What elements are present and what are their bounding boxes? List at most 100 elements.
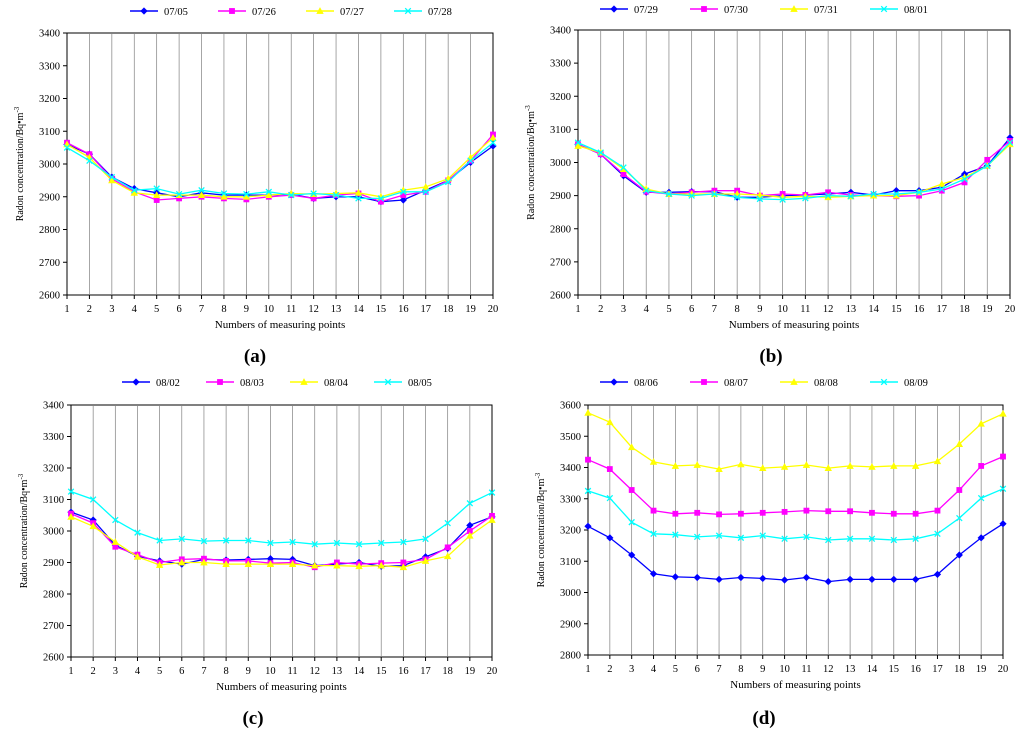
legend-a: 07/05 07/26 07/27 07/28	[130, 7, 452, 18]
legend-marker	[790, 5, 798, 12]
data-point	[825, 508, 832, 515]
x-tick-label: 3	[113, 666, 118, 677]
legend-item: 08/05	[374, 378, 432, 389]
x-tick-label: 13	[845, 664, 856, 675]
data-point	[111, 538, 120, 545]
x-tick-label: 14	[353, 304, 364, 315]
data-point	[999, 485, 1007, 493]
x-tick-label: 11	[801, 664, 811, 675]
data-point	[584, 408, 592, 416]
x-tick-label: 16	[914, 304, 925, 315]
y-tick-label: 2800	[39, 225, 60, 236]
y-tick-label: 3600	[560, 401, 581, 412]
x-tick-label: 2	[87, 304, 92, 315]
x-tick-label: 20	[998, 664, 1009, 675]
series-line-07/30	[577, 140, 1011, 197]
legend-marker	[610, 378, 618, 386]
plot-area-c	[70, 404, 493, 658]
x-tick-label: 19	[976, 664, 987, 675]
data-point	[759, 574, 767, 583]
legend-item: 08/03	[206, 378, 264, 389]
x-tick-label: 2	[598, 304, 603, 315]
legend-label: 08/07	[724, 378, 748, 389]
x-tick-label: 18	[954, 664, 965, 675]
x-tick-label: 5	[154, 304, 159, 315]
data-point	[265, 191, 273, 199]
data-point	[400, 538, 407, 546]
series-line-08/03	[70, 513, 493, 568]
x-axis-title: Numbers of measuring points	[216, 681, 346, 693]
legend-item: 07/30	[690, 5, 748, 16]
x-tick-label: 18	[959, 304, 970, 315]
series-line-07/28	[66, 142, 494, 200]
data-point	[868, 463, 876, 470]
data-point	[377, 195, 385, 202]
x-axis-title: Numbers of measuring points	[729, 319, 859, 331]
y-axis-title: Radon concentration/Bq•m-3	[524, 105, 537, 220]
y-tick-label: 3200	[39, 94, 60, 105]
legend-c: 08/02 08/03 08/04 08/05	[122, 378, 432, 389]
x-tick-label: 13	[846, 304, 857, 315]
x-tick-label: 2	[91, 666, 96, 677]
x-tick-label: 20	[1005, 304, 1016, 315]
x-tick-label: 19	[982, 304, 993, 315]
data-point	[756, 191, 764, 198]
data-point	[288, 560, 297, 567]
series-line-07/27	[66, 137, 494, 198]
x-tick-label: 5	[666, 304, 671, 315]
data-point	[847, 193, 855, 200]
x-tick-label: 14	[867, 664, 878, 675]
data-point	[155, 561, 164, 568]
y-tick-label: 2600	[550, 291, 571, 302]
x-tick-label: 7	[199, 304, 204, 315]
x-tick-label: 4	[135, 666, 141, 677]
data-point	[620, 171, 627, 177]
data-point	[938, 185, 946, 193]
data-point	[175, 190, 183, 198]
data-point	[89, 522, 97, 530]
x-tick-label: 17	[420, 304, 431, 315]
series-line-08/02	[70, 511, 493, 567]
x-tick-label: 13	[331, 304, 342, 315]
y-tick-label: 2700	[43, 621, 64, 632]
data-point	[355, 540, 363, 548]
y-tick-label: 3100	[550, 125, 571, 136]
data-point	[627, 443, 636, 451]
data-point	[220, 190, 228, 197]
x-tick-label: 4	[644, 304, 650, 315]
legend-marker	[701, 6, 707, 12]
y-axis-title: Radon concentration/Bq•m-3	[17, 473, 30, 588]
series-08/08	[584, 408, 1007, 472]
y-tick-label: 3400	[550, 26, 571, 37]
data-point	[934, 507, 941, 514]
data-point	[131, 186, 138, 194]
legend-label: 08/02	[156, 378, 180, 389]
data-point	[977, 534, 985, 542]
data-point	[824, 192, 832, 199]
data-point	[933, 570, 942, 578]
data-point	[955, 440, 964, 447]
y-tick-label: 3200	[550, 92, 571, 103]
plot-area-b	[577, 29, 1011, 296]
y-tick-label: 3100	[39, 127, 60, 138]
y-axis-title: Radon concentration/Bq•m-3	[13, 106, 26, 221]
y-tick-label: 3000	[560, 588, 581, 599]
data-point	[444, 178, 452, 186]
x-tick-label: 18	[442, 666, 453, 677]
x-tick-label: 8	[221, 304, 226, 315]
x-tick-label: 8	[223, 666, 228, 677]
x-tick-label: 16	[398, 304, 409, 315]
data-point	[999, 520, 1007, 528]
data-point	[244, 560, 252, 567]
data-point	[354, 188, 363, 196]
data-point	[984, 162, 991, 170]
data-point	[606, 466, 613, 472]
legend-marker	[384, 378, 392, 386]
x-tick-label: 15	[376, 304, 387, 315]
data-point	[156, 537, 163, 544]
data-point	[933, 457, 942, 465]
data-point	[759, 464, 767, 472]
